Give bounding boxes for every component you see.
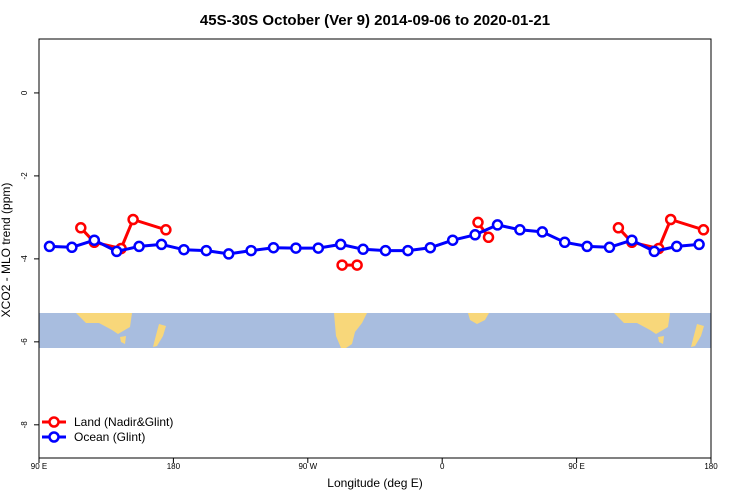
data-point [66, 241, 78, 254]
data-point [178, 243, 190, 256]
series-0 [75, 213, 710, 271]
y-tick-label: -8 [20, 421, 29, 429]
data-point [670, 240, 683, 253]
map-ocean [39, 313, 711, 348]
x-tick-label: 90 E [568, 462, 584, 471]
map-land-tasmania-1 [120, 336, 126, 344]
data-point [536, 226, 549, 238]
data-point [472, 216, 484, 229]
legend-marker-ocean [48, 431, 60, 443]
data-point [558, 236, 571, 249]
data-point [351, 259, 363, 271]
data-point [424, 241, 437, 254]
data-point [648, 245, 661, 258]
data-point [626, 234, 638, 246]
data-point [160, 224, 172, 236]
data-point [469, 229, 481, 241]
data-point [133, 240, 145, 253]
x-axis-label: Longitude (deg E) [327, 476, 422, 490]
map-strip [39, 313, 711, 348]
legend: Land (Nadir&Glint) Ocean (Glint) [42, 415, 173, 444]
data-point [155, 238, 168, 251]
legend-label-land: Land (Nadir&Glint) [74, 415, 173, 429]
map-land-australia-1 [76, 313, 132, 334]
series-layer [43, 213, 710, 271]
data-point [697, 224, 710, 236]
chart-title: 45S-30S October (Ver 9) 2014-09-06 to 20… [200, 12, 550, 29]
x-tick-label: 90 E [31, 462, 47, 471]
x-tick-label: 180 [167, 462, 181, 471]
data-point [357, 243, 369, 256]
y-axis-label: XCO2 - MLO trend (ppm) [0, 183, 13, 318]
y-tick-label: -6 [20, 338, 29, 346]
data-point [514, 224, 526, 236]
y-tick-label: -4 [20, 255, 29, 263]
data-point [334, 238, 347, 251]
data-point [402, 244, 414, 257]
y-tick-label: 0 [20, 90, 29, 95]
legend-label-ocean: Ocean (Glint) [74, 430, 145, 444]
x-axis: 90 E 180 90 W 0 90 E 180 [31, 458, 718, 471]
data-point [290, 242, 302, 254]
map-land-nz-2 [691, 324, 704, 347]
series-line [49, 223, 700, 256]
y-axis: 0 -2 -4 -6 -8 [20, 90, 39, 428]
data-point [664, 213, 677, 226]
series-1 [43, 219, 705, 260]
data-point [482, 231, 495, 244]
data-point [446, 234, 459, 246]
data-point [336, 259, 348, 271]
data-point [491, 219, 504, 231]
map-land-tasmania-2 [658, 336, 664, 344]
data-point [127, 213, 139, 226]
data-point [110, 245, 123, 258]
data-point [693, 238, 705, 251]
data-point [200, 244, 213, 257]
x-tick-label: 180 [704, 462, 718, 471]
x-tick-label: 90 W [298, 462, 317, 471]
map-land-australia-2 [614, 313, 670, 334]
data-point [88, 234, 101, 246]
data-point [267, 241, 280, 254]
data-point [581, 240, 593, 253]
data-point [43, 240, 56, 253]
x-tick-label: 0 [440, 462, 445, 471]
map-land-africa [468, 313, 489, 324]
data-point [312, 242, 325, 254]
data-point [612, 222, 625, 234]
legend-marker-land [48, 416, 60, 428]
data-point [603, 241, 616, 254]
data-point [245, 244, 257, 257]
data-point [75, 222, 87, 234]
plot-frame [38, 38, 712, 459]
y-tick-label: -2 [20, 172, 29, 180]
map-land-south-america [334, 313, 367, 348]
data-point [379, 244, 392, 257]
map-land-nz-1 [153, 324, 166, 347]
data-point [222, 248, 235, 260]
